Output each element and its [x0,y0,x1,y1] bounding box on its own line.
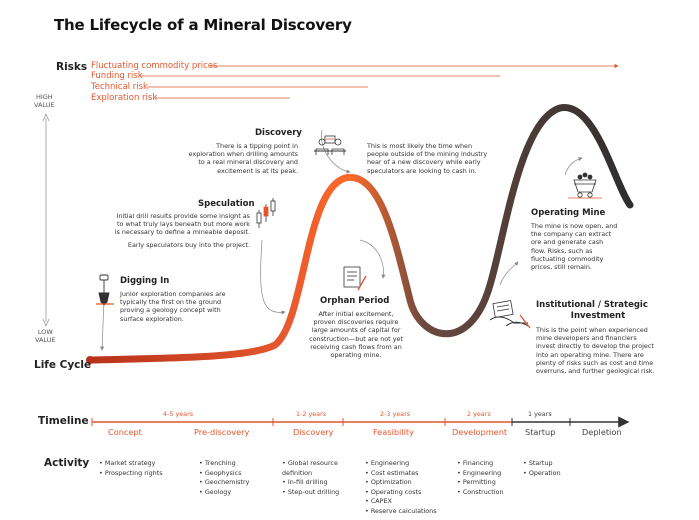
low-value-label: LOW VALUE [35,328,56,344]
connector-speculation [260,239,286,315]
activity-item: Cost estimates [365,469,437,479]
phase-feasibility: Feasibility [373,427,414,437]
activity-item: Trenching [199,459,249,469]
activity-list-development: Financing Engineering Permitting Constru… [457,459,504,497]
duration-discovery: 1-2 years [296,410,327,418]
risk-exploration: Exploration risk [91,93,158,103]
activity-item: Optimization [365,478,437,488]
speculation-body: Initial drill results provide some insig… [114,212,250,249]
digging-in-heading: Digging In [120,276,170,286]
duration-startup: 1 years [528,410,552,418]
discovery-heading: Discovery [255,128,302,138]
orphan-period-heading: Orphan Period [320,296,390,306]
activity-item: Operation [523,469,561,479]
discovery-body: There is a tipping point in exploration … [188,142,298,175]
document-pen-icon [343,266,367,291]
discovery-note-body: This is most likely the time when people… [367,142,488,175]
activity-list-pre-discovery: Trenching Geophysics Geochemistry Geolog… [199,459,250,498]
activity-item: In-fill drilling [282,478,362,488]
duration-feasibility: 2-3 years [380,410,411,418]
timeline-label: Timeline [38,415,89,427]
activity-item: Engineering [457,469,504,479]
phase-pre-discovery: Pre-discovery [194,427,250,437]
duration-concept: 4-5 years [163,410,194,418]
connector-orphan [359,239,386,279]
activity-item: Construction [457,488,504,498]
phase-development: Development [452,427,508,437]
operating-mine-heading: Operating Mine [531,208,606,218]
connector-operating [564,156,583,176]
phase-depletion: Depletion [582,427,622,437]
risks-label: Risks [56,61,88,73]
activity-item: CAPEX [365,497,437,507]
operating-mine-body: The mine is now open, and the company ca… [531,222,618,272]
activity-item: Financing [457,459,504,469]
institutional-heading: Institutional / Strategic Investment [536,300,648,321]
activity-item: Prospecting rights [99,469,163,479]
activity-list-feasibility: Engineering Cost estimates Optimization … [365,459,437,517]
connector-institutional [499,261,519,286]
risk-technical: Technical risk [91,82,148,92]
activity-item: Global resource definition [282,459,362,478]
page-title: The Lifecycle of a Mineral Discovery [54,16,352,34]
activity-list-discovery: Global resource definition In-fill drill… [282,459,362,497]
activity-item: Reserve calculations [365,507,437,517]
high-value-label: HIGH VALUE [34,93,55,109]
activity-list-concept: Market strategy Prospecting rights [99,459,163,478]
value-axis-top-arrow [42,112,50,122]
connector-discovery [321,129,351,174]
candlestick-icon [256,198,276,228]
activity-item: Market strategy [99,459,163,469]
orphan-period-body: After initial excitement, proven discove… [309,310,403,360]
activity-item: Geophysics [199,469,249,479]
institutional-body: This is the point when experienced mine … [536,326,655,376]
life-cycle-label: Life Cycle [34,359,92,371]
connector-digging-in [100,299,105,351]
activity-item: Geology [199,488,249,498]
risk-commodity-prices: Fluctuating commodity prices [91,61,218,71]
phase-concept: Concept [108,427,142,437]
duration-development: 2 years [467,410,491,418]
risk-funding: Funding risk [91,71,143,81]
phase-startup: Startup [525,427,556,437]
meeting-icon [314,135,346,155]
activity-item: Operating costs [365,488,437,498]
activity-label: Activity [44,457,90,469]
activity-item: Startup [523,459,561,469]
activity-item: Engineering [365,459,437,469]
activity-list-startup: Startup Operation [523,459,561,478]
mine-cart-icon [568,172,602,199]
lifecycle-start-dot [86,356,94,364]
handshake-contract-icon [489,300,531,329]
shovel-icon [96,274,114,306]
activity-item: Permitting [457,478,504,488]
phase-discovery: Discovery [293,427,334,437]
lifecycle-curve [86,104,634,364]
activity-item: Step-out drilling [282,488,362,498]
timeline-ticks [91,418,571,426]
value-axis-bottom-arrow [42,318,50,328]
digging-in-body: Junior exploration companies are typical… [120,290,226,323]
speculation-heading: Speculation [198,199,255,209]
activity-item: Geochemistry [199,478,250,488]
